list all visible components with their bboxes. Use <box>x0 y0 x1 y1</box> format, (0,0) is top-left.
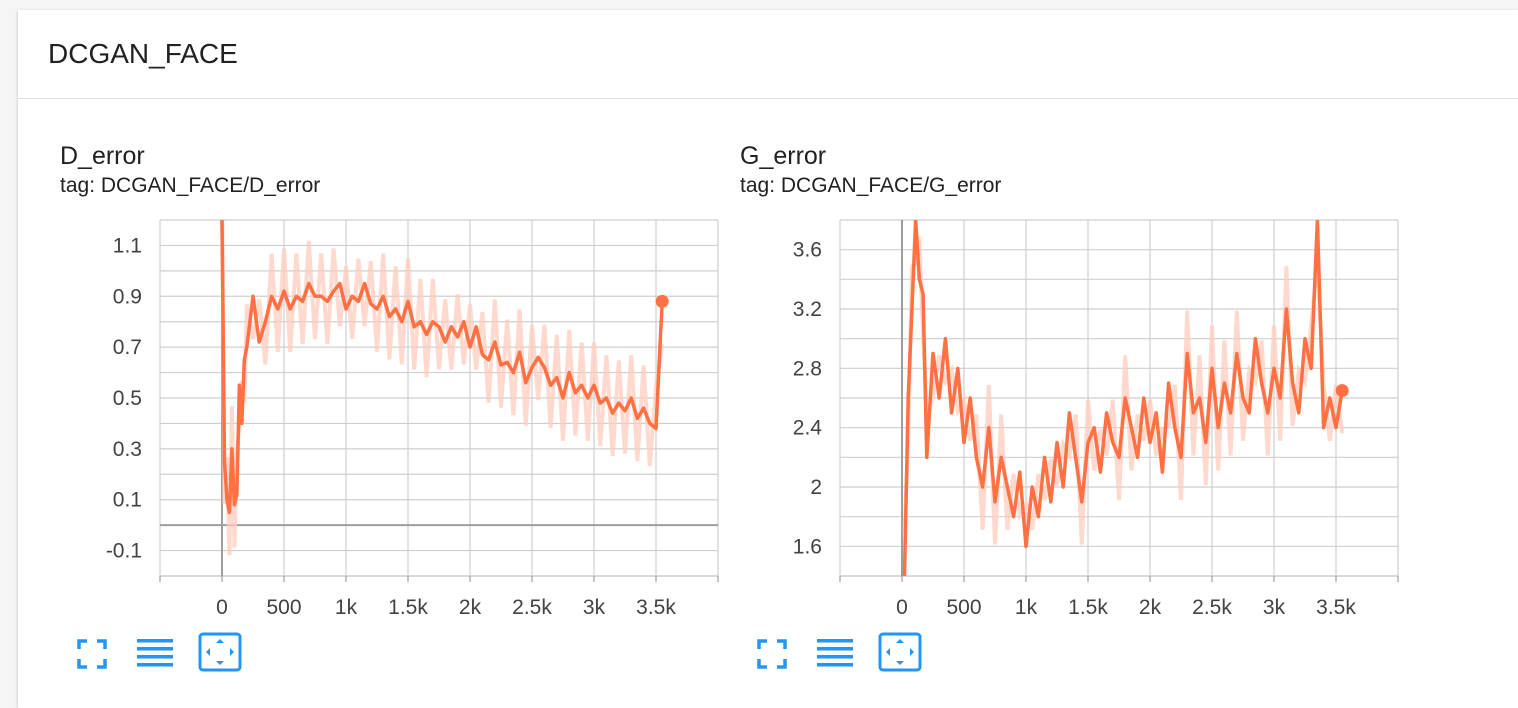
y-tick-label: 3.6 <box>793 239 822 262</box>
y-tick-label: 2 <box>810 476 822 499</box>
fit-domain-icon[interactable] <box>198 632 242 672</box>
series-raw-line <box>220 220 665 556</box>
chart-title: D_error <box>60 142 145 170</box>
series-line <box>902 220 1344 576</box>
fullscreen-icon[interactable] <box>76 638 108 670</box>
chart-g-error[interactable]: 1.6 2 2.4 2.8 3.2 3.6 0 500 1k 1.5k 2k 2.5k 3k 3.5k <box>698 10 1399 620</box>
fullscreen-icon[interactable] <box>756 638 788 670</box>
chart-tag: tag: DCGAN_FACE/D_error <box>60 174 321 197</box>
y-tick-label: 0.3 <box>113 438 142 461</box>
x-tick-label: 0 <box>896 596 908 619</box>
group-header[interactable]: DCGAN_FACE <box>18 10 1518 99</box>
x-tick-label: 2k <box>459 596 482 619</box>
series-raw-line <box>902 236 1345 545</box>
y-tick-label: 0.1 <box>113 489 142 512</box>
series-group <box>220 220 665 556</box>
y-tick-label: 1.6 <box>793 535 822 558</box>
x-tick-label: 1k <box>1015 596 1038 619</box>
y-tick-label: 1.1 <box>113 234 142 257</box>
x-tick-label: 3k <box>1263 596 1286 619</box>
x-tick-label: 2k <box>1139 596 1162 619</box>
group-card: DCGAN_FACE D_error tag: DCGAN_FACE/D_err… <box>18 10 1518 708</box>
x-tick-label: 1k <box>335 596 358 619</box>
x-tick-label: 1.5k <box>1068 596 1108 619</box>
y-tick-label: -0.1 <box>106 540 142 563</box>
chart-d-error[interactable]: -0.1 0.1 0.3 0.5 0.7 0.9 1.1 0 500 1k 1.5k 2k 2.5k 3k… <box>18 10 719 620</box>
x-tick-label: 2.5k <box>1192 596 1232 619</box>
log-scale-icon[interactable] <box>816 636 856 672</box>
group-title: DCGAN_FACE <box>48 38 238 69</box>
y-tick-label: 0.5 <box>113 387 142 410</box>
series-last-point <box>655 294 669 308</box>
y-tick-label: 0.7 <box>113 336 142 359</box>
series-line <box>220 220 664 515</box>
chart-panel-g-error: G_error tag: DCGAN_FACE/G_error 1.6 2 2.4 2… <box>698 10 1399 708</box>
x-tick-label: 3.5k <box>1316 596 1356 619</box>
x-tick-label: 3k <box>583 596 606 619</box>
y-tick-label: 2.8 <box>793 357 822 380</box>
x-tick-label: 3.5k <box>636 596 676 619</box>
x-tick-label: 500 <box>266 596 301 619</box>
y-tick-label: 3.2 <box>793 298 822 321</box>
x-tick-label: 500 <box>946 596 981 619</box>
y-tick-label: 0.9 <box>113 285 142 308</box>
x-tick-label: 1.5k <box>388 596 428 619</box>
fit-domain-icon[interactable] <box>878 632 922 672</box>
x-tick-label: 0 <box>216 596 228 619</box>
log-scale-icon[interactable] <box>136 636 176 672</box>
chart-panel-d-error: D_error tag: DCGAN_FACE/D_error -0.1 0.1 0… <box>18 10 719 708</box>
x-tick-label: 2.5k <box>512 596 552 619</box>
chart-title: G_error <box>740 142 827 170</box>
y-tick-label: 2.4 <box>793 417 823 440</box>
series-group <box>902 220 1345 576</box>
chart-tag: tag: DCGAN_FACE/G_error <box>740 174 1002 197</box>
series-last-point <box>1335 384 1349 398</box>
